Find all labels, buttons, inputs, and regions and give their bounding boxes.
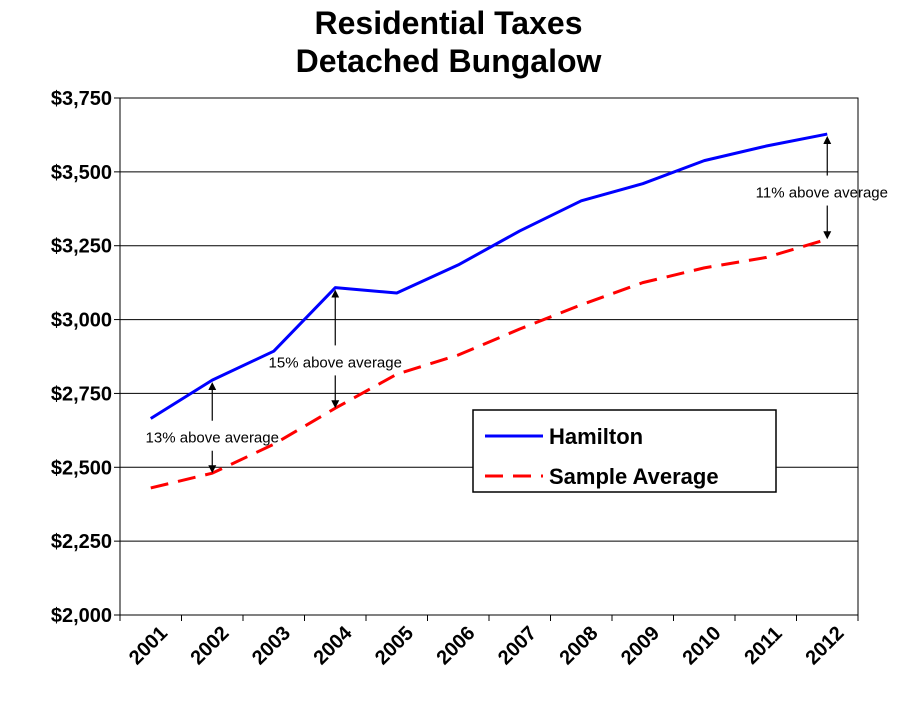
y-tick-label: $2,250 <box>51 531 112 553</box>
annotation-label: 15% above average <box>269 354 402 371</box>
y-tick-label: $3,250 <box>51 236 112 258</box>
x-tick-label: 2004 <box>309 622 357 670</box>
y-tick-label: $2,000 <box>51 605 112 627</box>
x-tick-label: 2002 <box>186 622 233 669</box>
x-tick-label: 2005 <box>371 622 418 669</box>
annotation-label: 11% above average <box>756 185 888 202</box>
x-tick-label: 2003 <box>248 622 295 669</box>
y-tick-label: $2,750 <box>51 383 112 405</box>
chart-title: Residential Taxes Detached Bungalow <box>0 4 897 80</box>
y-tick-label: $3,500 <box>51 162 112 184</box>
x-tick-label: 2001 <box>125 622 172 669</box>
x-tick-label: 2011 <box>740 623 786 669</box>
series-line-0 <box>149 132 828 420</box>
annotation-label: 13% above average <box>146 430 279 447</box>
legend-label: Sample Average <box>549 464 719 489</box>
legend-label: Hamilton <box>549 424 643 449</box>
x-tick-label: 2009 <box>617 622 664 669</box>
plot-area <box>119 97 859 616</box>
y-tick-label: $3,000 <box>51 310 112 332</box>
y-tick-label: $3,750 <box>51 88 112 110</box>
x-tick-label: 2006 <box>432 622 479 669</box>
series-line-1 <box>150 237 828 490</box>
y-tick-label: $2,500 <box>51 457 112 479</box>
chart-title-line2: Detached Bungalow <box>295 43 602 79</box>
chart-title-line1: Residential Taxes <box>314 5 583 41</box>
x-tick-label: 2012 <box>801 622 848 669</box>
x-tick-label: 2008 <box>555 622 602 669</box>
x-tick-label: 2007 <box>494 622 541 669</box>
x-tick-label: 2010 <box>678 622 725 669</box>
legend-box <box>472 409 777 493</box>
